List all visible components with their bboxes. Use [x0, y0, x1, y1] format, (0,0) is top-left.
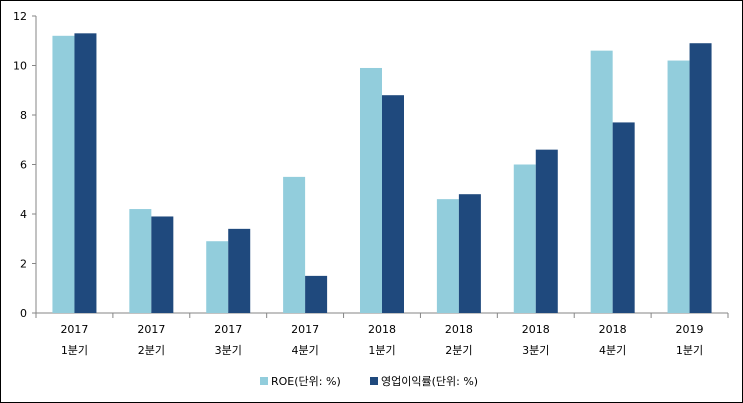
bar-operating-margin [458, 194, 481, 313]
bar-roe [667, 60, 690, 313]
bar-roe [283, 176, 306, 313]
x-tick-label-year: 2018 [599, 323, 627, 336]
legend-label: ROE(단위: %) [271, 375, 341, 388]
x-tick-label-quarter: 1분기 [368, 344, 395, 357]
legend-label: 영업이익률(단위: %) [381, 375, 478, 388]
x-tick-label-year: 2019 [676, 323, 704, 336]
bar-operating-margin [382, 95, 404, 313]
y-tick-label: 2 [20, 258, 27, 271]
x-tick-label-year: 2017 [291, 323, 319, 336]
bar-operating-margin [689, 43, 712, 313]
bar-roe [206, 241, 229, 313]
y-tick-label: 12 [13, 10, 27, 23]
x-tick-label-quarter: 4분기 [291, 344, 318, 357]
bar-roe [436, 199, 459, 313]
y-tick-label: 10 [13, 60, 27, 73]
x-tick-label-year: 2018 [368, 323, 396, 336]
bar-operating-margin [612, 122, 635, 313]
y-tick-label: 6 [20, 159, 27, 172]
bar-roe [513, 164, 536, 313]
x-tick-label-quarter: 2분기 [445, 344, 472, 357]
x-tick-label-year: 2018 [445, 323, 473, 336]
x-tick-label-year: 2018 [522, 323, 550, 336]
bar-roe [360, 67, 382, 313]
y-tick-label: 8 [20, 109, 27, 122]
x-tick-label-quarter: 1분기 [61, 344, 88, 357]
x-tick-label-quarter: 2분기 [138, 344, 165, 357]
y-tick-label: 0 [20, 307, 27, 320]
x-tick-label-quarter: 3분기 [215, 344, 242, 357]
legend-swatch [370, 377, 378, 385]
x-tick-label-year: 2017 [137, 323, 165, 336]
bar-operating-margin [228, 228, 251, 313]
x-tick-label-quarter: 3분기 [522, 344, 549, 357]
bar-roe [590, 50, 613, 314]
x-tick-label-quarter: 1분기 [676, 344, 703, 357]
bar-operating-margin [305, 275, 328, 313]
y-tick-label: 4 [20, 208, 27, 221]
bar-roe [129, 209, 152, 313]
legend-swatch [260, 377, 268, 385]
x-tick-label-quarter: 4분기 [599, 344, 626, 357]
bar-operating-margin [535, 149, 558, 313]
x-tick-label-year: 2017 [214, 323, 242, 336]
bar-roe [52, 35, 75, 314]
bar-operating-margin [151, 216, 174, 313]
bar-operating-margin [74, 33, 97, 313]
x-tick-label-year: 2017 [60, 323, 88, 336]
